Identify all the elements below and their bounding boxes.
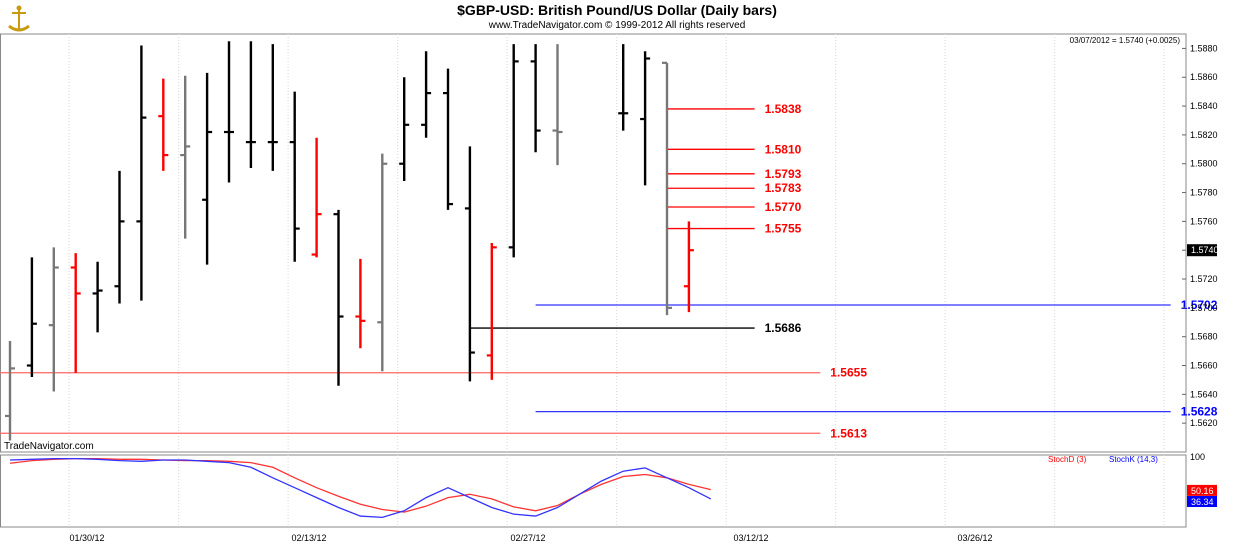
ohlc-bar	[464, 146, 475, 382]
ohlc-bar	[224, 41, 234, 183]
ohlc-bar	[70, 253, 81, 373]
ohlc-bar	[48, 247, 59, 392]
stochk-value-badge	[1187, 496, 1217, 508]
y-tick-label: 1.5780	[1190, 188, 1218, 198]
ohlc-bar	[421, 51, 432, 138]
tradenavigator-logo-icon	[4, 4, 34, 34]
watermark-text: TradeNavigator.com	[4, 441, 94, 452]
stochd-value-badge	[1187, 484, 1217, 496]
stochd-value-label: 50.16	[1191, 486, 1214, 496]
price-panel-frame	[0, 33, 1187, 453]
y-tick-label: 1.5800	[1190, 159, 1218, 169]
y-tick-label: 1.5620	[1190, 418, 1218, 428]
current-price-label: 1.5740	[1191, 245, 1219, 255]
y-tick-label: 1.5820	[1190, 130, 1218, 140]
copyright-text: www.TradeNavigator.com © 1999-2012 All r…	[488, 20, 746, 31]
ohlc-bar	[508, 44, 519, 258]
stochk-line	[9, 458, 712, 519]
level-label: 1.5770	[765, 200, 802, 214]
y-tick-label: 1.5680	[1190, 332, 1218, 342]
ohlc-bar	[399, 77, 410, 182]
y-tick-label: 1.5720	[1190, 274, 1218, 284]
stochd-line	[9, 458, 711, 513]
level-label: 1.5838	[765, 102, 802, 116]
level-label: 1.5686	[765, 321, 802, 335]
ohlc-bar	[333, 209, 344, 386]
stochk-legend: StochK (14,3)	[1109, 455, 1158, 464]
y-tick-label: 1.5700	[1190, 303, 1218, 313]
y-tick-label: 1.5640	[1190, 389, 1218, 399]
ohlc-bar	[92, 261, 103, 333]
ohlc-bar	[114, 170, 125, 304]
chart-title: $GBP-USD: British Pound/US Dollar (Daily…	[457, 2, 777, 18]
price-bars	[5, 41, 694, 441]
ohlc-bar	[530, 44, 541, 153]
ohlc-bar	[640, 51, 651, 186]
stochd-legend: StochD (3)	[1048, 455, 1087, 464]
y-tick-label: 1.5880	[1190, 43, 1218, 53]
ohlc-bar	[202, 72, 213, 265]
level-label: 1.5655	[830, 366, 867, 380]
current-price-badge	[1187, 244, 1217, 257]
ohlc-bar	[158, 78, 169, 171]
ohlc-bar	[289, 91, 300, 262]
ohlc-bar	[180, 75, 191, 239]
y-tick-label: 1.5760	[1190, 216, 1218, 226]
ohlc-bar	[26, 257, 37, 378]
last-value-note: 03/07/2012 = 1.5740 (+0.0025)	[1070, 36, 1181, 45]
ohlc-bar	[245, 41, 256, 169]
price-axis: 1.5880 1.5860 1.5840 1.5820 1.5800 1.5780 1.57…	[1182, 43, 1219, 428]
y-tick-label: 1.5860	[1190, 72, 1218, 82]
ohlc-bar	[662, 61, 672, 316]
level-label: 1.5755	[765, 222, 802, 236]
ohlc-bar	[486, 243, 497, 380]
x-tick-label: 03/12/12	[733, 533, 768, 543]
level-label: 1.5810	[765, 142, 802, 156]
ohlc-bar	[311, 137, 322, 258]
level-label: 1.5613	[830, 426, 867, 440]
x-tick-label: 02/27/12	[510, 533, 545, 543]
y-tick-label: 1.5840	[1190, 101, 1218, 111]
x-tick-label: 01/30/12	[69, 533, 104, 543]
level-label: 1.5793	[765, 167, 802, 181]
level-label: 1.5783	[765, 181, 802, 195]
ohlc-bar	[267, 44, 278, 171]
ohlc-bar	[443, 68, 453, 210]
date-axis: 01/30/12 02/13/12 02/27/12 03/12/12 03/26/12	[69, 533, 992, 543]
level-label: 1.5628	[1181, 405, 1218, 419]
stochk-value-label: 36.34	[1191, 497, 1214, 507]
stoch-panel-frame	[0, 454, 1187, 528]
ohlc-bar	[552, 44, 563, 166]
y-tick-label: 1.5660	[1190, 361, 1218, 371]
ohlc-bar	[618, 44, 629, 131]
x-tick-label: 02/13/12	[291, 533, 326, 543]
ohlc-bar	[683, 221, 694, 313]
ohlc-bar	[5, 341, 15, 441]
ohlc-bar	[377, 153, 388, 372]
ohlc-bar	[355, 258, 366, 349]
ohlc-bar	[136, 45, 147, 301]
stoch-y-tick-label: 100	[1190, 452, 1205, 462]
price-grid	[0, 33, 1187, 528]
level-label: 1.5702	[1181, 298, 1218, 312]
chart-labels: 03/07/2012 = 1.5740 (+0.0025) TradeNaviga…	[4, 36, 1180, 452]
x-tick-label: 03/26/12	[957, 533, 992, 543]
